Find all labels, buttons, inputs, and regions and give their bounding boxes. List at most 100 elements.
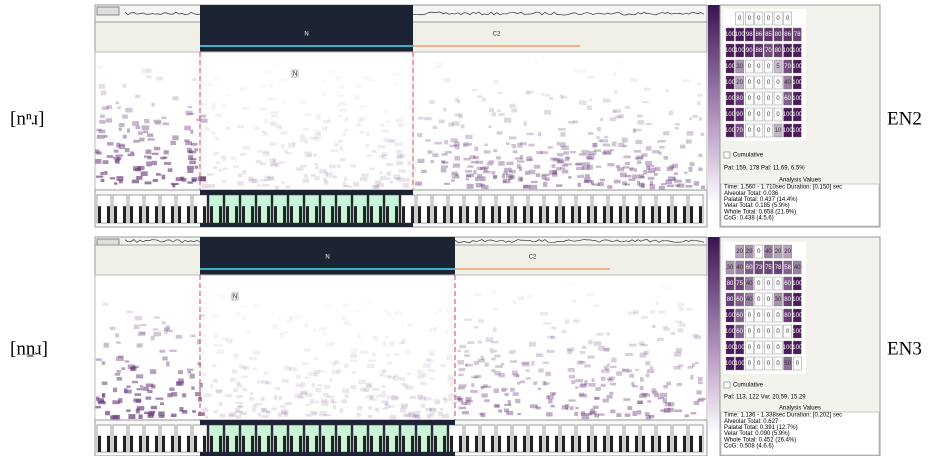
epg-frame-contact bbox=[130, 436, 133, 452]
epg-frame-contact bbox=[530, 436, 533, 452]
spectral-energy bbox=[300, 134, 304, 137]
spectral-energy bbox=[135, 316, 143, 320]
spectral-energy bbox=[162, 321, 166, 324]
spectral-energy bbox=[657, 338, 664, 341]
analysis-line: CoG: 0.508 (4.6.6) bbox=[724, 444, 774, 450]
spectral-energy bbox=[147, 133, 153, 137]
spectral-energy bbox=[137, 388, 144, 390]
spectral-energy bbox=[402, 183, 409, 188]
epg-frame-contact bbox=[674, 436, 677, 452]
spectral-energy bbox=[217, 350, 225, 354]
spectral-energy bbox=[392, 72, 400, 77]
epg-cell-value: 100 bbox=[735, 345, 746, 351]
spectral-energy bbox=[343, 182, 347, 186]
spectral-energy bbox=[419, 396, 426, 401]
epg-frame-contact bbox=[594, 206, 597, 223]
analysis-line: CoG: 0.438 (4.5.6) bbox=[724, 216, 774, 222]
spectral-energy bbox=[444, 183, 450, 185]
analysis-line: Velar Total: 0.090 (5.9%) bbox=[724, 431, 790, 437]
epg-frame-contact bbox=[587, 206, 590, 223]
spectral-energy bbox=[324, 385, 330, 389]
spectral-energy bbox=[423, 363, 431, 368]
spectral-energy bbox=[156, 77, 163, 81]
spectral-energy bbox=[116, 370, 120, 372]
spectral-energy bbox=[192, 410, 196, 412]
spectral-energy bbox=[610, 117, 617, 121]
epg-frame-contact bbox=[178, 206, 181, 223]
spectral-energy bbox=[431, 160, 434, 163]
epg-frame-contact bbox=[459, 206, 462, 223]
speaker-label: EN3 bbox=[887, 338, 922, 359]
spectral-energy bbox=[415, 182, 422, 186]
spectral-energy bbox=[375, 408, 379, 412]
spectral-energy bbox=[524, 121, 527, 126]
spectral-energy bbox=[517, 413, 521, 415]
spectral-energy bbox=[675, 321, 682, 323]
spectral-energy bbox=[528, 144, 534, 147]
epg-cell-value: 78 bbox=[775, 265, 782, 271]
spectral-energy bbox=[269, 158, 276, 163]
spectral-energy bbox=[694, 181, 699, 185]
spectral-energy bbox=[565, 408, 568, 410]
spectral-energy bbox=[657, 140, 663, 142]
spectral-energy bbox=[300, 165, 307, 167]
spectral-energy bbox=[360, 177, 368, 181]
epg-frame-contact bbox=[674, 206, 677, 223]
spectral-energy bbox=[495, 405, 500, 408]
spectral-energy bbox=[692, 334, 698, 337]
spectral-energy bbox=[323, 120, 330, 124]
spectral-energy bbox=[239, 87, 247, 91]
spectral-energy bbox=[435, 66, 441, 68]
epg-frame-contact bbox=[114, 206, 117, 223]
spectral-energy bbox=[340, 146, 343, 151]
epg-frame-contact bbox=[530, 206, 533, 223]
spectral-energy bbox=[315, 388, 321, 393]
spectral-energy bbox=[359, 105, 366, 107]
spectral-energy bbox=[141, 69, 149, 74]
spectral-energy bbox=[461, 402, 467, 405]
spectral-energy bbox=[161, 117, 166, 119]
spectral-energy bbox=[677, 303, 685, 307]
spectral-energy bbox=[248, 176, 253, 180]
epg-frame-contact bbox=[322, 206, 325, 223]
spectral-energy bbox=[584, 364, 591, 367]
spectral-energy bbox=[363, 388, 369, 392]
spectral-energy bbox=[622, 138, 628, 143]
epg-frame-contact bbox=[315, 436, 318, 452]
spectral-energy bbox=[542, 174, 550, 177]
spectral-energy bbox=[598, 182, 604, 186]
spectral-energy bbox=[242, 146, 250, 149]
spectral-energy bbox=[529, 185, 537, 189]
epg-cell-value: 73 bbox=[756, 265, 763, 271]
spectral-energy bbox=[563, 151, 569, 155]
spectral-energy bbox=[551, 164, 555, 168]
spectral-energy bbox=[340, 408, 343, 413]
spectral-energy bbox=[449, 145, 456, 147]
spectral-energy bbox=[137, 343, 143, 347]
spectral-energy bbox=[425, 139, 430, 141]
spectral-energy bbox=[464, 350, 469, 353]
spectral-energy bbox=[133, 166, 141, 171]
spectral-energy bbox=[566, 284, 574, 286]
spectral-energy bbox=[458, 374, 463, 376]
spectral-energy bbox=[531, 181, 538, 183]
epg-cell-value: 20 bbox=[736, 80, 743, 86]
spectral-energy bbox=[319, 411, 327, 416]
spectral-energy bbox=[367, 415, 372, 418]
spectral-energy bbox=[692, 115, 697, 118]
epg-frame-contact bbox=[491, 206, 494, 223]
spectral-energy bbox=[625, 413, 631, 416]
spectral-energy bbox=[222, 180, 226, 183]
spectral-energy bbox=[396, 161, 403, 166]
spectral-energy bbox=[273, 279, 277, 282]
spectral-energy bbox=[281, 379, 289, 383]
spectral-energy bbox=[345, 394, 349, 399]
spectral-energy bbox=[473, 156, 479, 159]
epg-cell-value: 100 bbox=[735, 48, 746, 54]
epg-frame-contact bbox=[386, 436, 389, 452]
spectral-energy bbox=[625, 162, 630, 165]
spectral-energy bbox=[353, 182, 359, 186]
spectral-energy bbox=[191, 177, 197, 181]
spectral-energy bbox=[425, 408, 432, 411]
epg-cell-value: 86 bbox=[756, 32, 763, 38]
